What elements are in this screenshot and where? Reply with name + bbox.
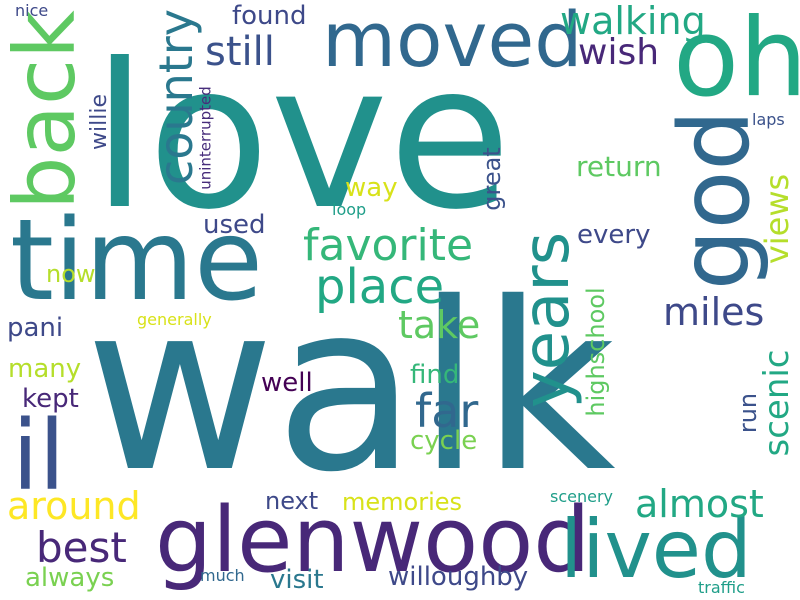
word-pani: pani	[7, 313, 64, 343]
word-country: country	[149, 9, 203, 185]
word-love: love	[92, 21, 512, 254]
word-best: best	[36, 523, 127, 572]
word-lived: lived	[560, 503, 752, 596]
word-il: il	[12, 400, 66, 512]
word-run: run	[734, 392, 762, 434]
word-miles: miles	[663, 290, 765, 334]
word-way: way	[345, 173, 398, 203]
word-favorite: favorite	[303, 220, 474, 271]
word-glenwood: glenwood	[155, 488, 591, 593]
word-walking: walking	[560, 0, 706, 43]
word-always: always	[25, 563, 115, 593]
word-much: much	[200, 566, 245, 585]
word-scenery: scenery	[550, 487, 614, 506]
word-willie: willie	[87, 94, 112, 150]
word-around: around	[7, 484, 141, 528]
word-place: place	[315, 259, 445, 315]
word-willoughby: willoughby	[388, 562, 529, 592]
word-visit: visit	[270, 565, 324, 595]
word-memories: memories	[342, 488, 463, 516]
word-far: far	[415, 384, 479, 438]
word-now: now	[46, 260, 96, 288]
word-find: find	[410, 360, 460, 390]
word-generally: generally	[137, 310, 212, 329]
word-uninterrupted: uninterrupted	[196, 86, 215, 190]
word-walk: walk	[85, 253, 616, 523]
word-scenic: scenic	[757, 349, 797, 457]
word-moved: moved	[322, 0, 583, 84]
word-still: still	[205, 29, 275, 75]
word-cycle: cycle	[410, 426, 478, 456]
word-used: used	[203, 210, 266, 240]
word-god: god	[659, 109, 771, 291]
word-views: views	[758, 173, 796, 265]
word-oh: oh	[673, 0, 800, 121]
word-return: return	[576, 150, 662, 183]
word-take: take	[398, 303, 481, 347]
word-laps: laps	[752, 110, 785, 129]
word-nice: nice	[15, 1, 49, 20]
word-almost: almost	[635, 482, 764, 526]
word-found: found	[232, 1, 307, 31]
word-traffic: traffic	[698, 578, 745, 597]
word-time: time	[10, 196, 264, 326]
word-back: back	[0, 10, 94, 210]
word-next: next	[265, 487, 319, 515]
word-many: many	[8, 354, 82, 384]
word-loop: loop	[332, 200, 367, 219]
word-years: years	[510, 231, 584, 409]
word-great: great	[478, 147, 506, 211]
word-highschool: highschool	[582, 287, 610, 417]
word-every: every	[577, 220, 651, 250]
word-kept: kept	[22, 384, 79, 414]
word-wish: wish	[578, 32, 660, 73]
word-well: well	[261, 368, 313, 398]
